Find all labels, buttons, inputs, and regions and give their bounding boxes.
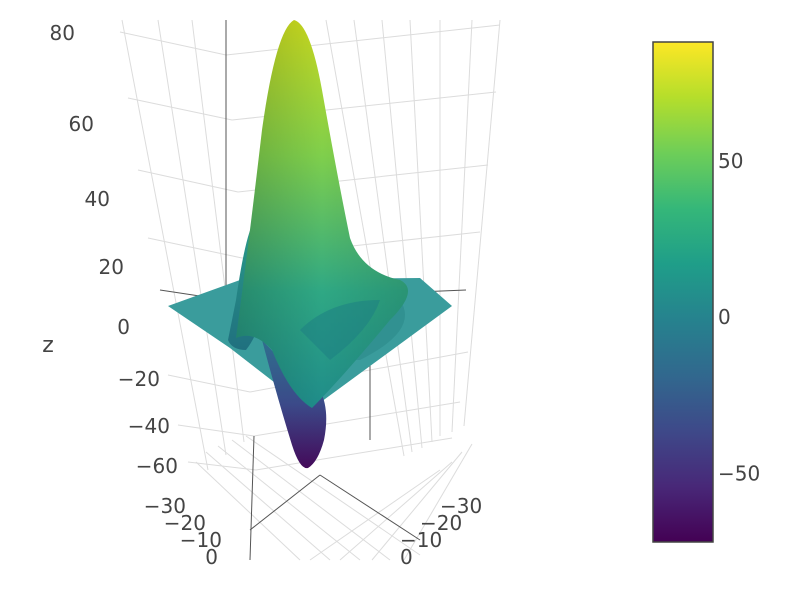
colorbar-tick-label: 0 <box>718 305 731 329</box>
colorbar-ticks: 50 0 −50 <box>718 149 760 486</box>
x-tick-label: 0 <box>205 545 218 569</box>
z-axis-title: z <box>42 333 54 358</box>
surface-trough <box>262 340 327 469</box>
x-tick-label: −20 <box>164 511 206 535</box>
y-tick-label: −30 <box>440 494 482 518</box>
colorbar-tick-label: 50 <box>718 149 743 173</box>
y-tick-label: −10 <box>400 528 442 552</box>
y-tick-label: 0 <box>400 545 413 569</box>
surface <box>168 20 452 469</box>
z-tick-label: −40 <box>128 414 170 438</box>
z-tick-label: 60 <box>69 112 94 136</box>
y-tick-label: −20 <box>420 511 462 535</box>
scene-axes <box>159 20 467 561</box>
z-tick-label: −20 <box>118 367 160 391</box>
z-tick-label: 20 <box>99 255 124 279</box>
colorbar-bar <box>652 41 714 543</box>
z-tick-label: 0 <box>117 315 130 339</box>
z-tick-label: 40 <box>85 187 110 211</box>
x-tick-label: −10 <box>180 528 222 552</box>
colorbar: 50 0 −50 <box>652 41 760 543</box>
z-tick-label: 80 <box>50 21 75 45</box>
z-tick-label: −60 <box>136 454 178 478</box>
colorbar-tick-label: −50 <box>718 461 760 485</box>
x-axis-ticks: −30−20−100 <box>144 494 222 569</box>
x-tick-label: −30 <box>144 494 186 518</box>
z-axis-ticks: 80 60 40 20 0 −20 −40 −60 <box>50 21 178 478</box>
y-axis-ticks: −30−20−100 <box>400 494 482 569</box>
